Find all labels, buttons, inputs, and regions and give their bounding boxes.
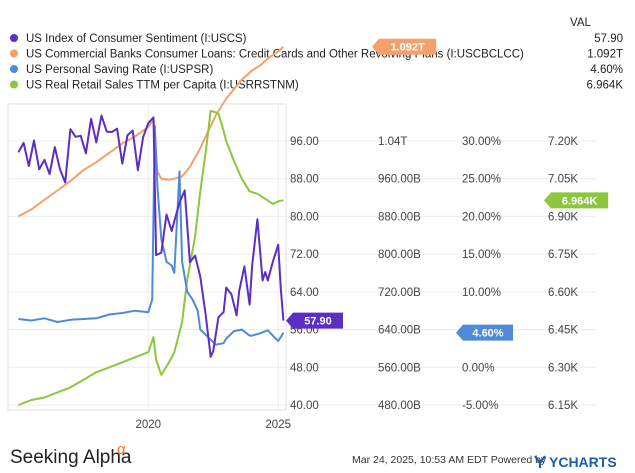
- y-tick-label: 6.45K: [548, 325, 578, 337]
- legend-value: 1.092T: [587, 49, 623, 61]
- value-tag-label: 1.092T: [390, 42, 425, 54]
- value-tag-label: 6.964K: [562, 195, 598, 207]
- y-tick-label: 30.00%: [462, 136, 501, 148]
- legend-label: US Real Retail Sales TTM per Capita (I:U…: [26, 80, 299, 92]
- y-tick-label: -5.00%: [462, 400, 498, 412]
- legend: VAL US Index of Consumer Sentiment (I:US…: [10, 17, 623, 92]
- y-tick-label: 6.90K: [548, 211, 578, 223]
- seeking-alpha-mark: α: [117, 441, 126, 458]
- y-tick-label: 25.00%: [462, 174, 501, 186]
- value-tag-uspsr: 4.60%: [456, 324, 513, 341]
- y-tick-label: 880.00B: [378, 211, 421, 223]
- y-tick-label: 720.00B: [378, 287, 421, 299]
- y-tick-label: 7.20K: [548, 136, 578, 148]
- series-line-uspsr: [18, 124, 285, 346]
- x-axis: 2020 2025: [136, 419, 292, 431]
- value-tag-bg: [372, 38, 437, 55]
- y-axes: 96.0088.0080.0072.0064.0056.0048.0040.00…: [290, 136, 578, 412]
- series-layer: [17, 45, 285, 406]
- y-tick-label: 480.00B: [378, 400, 421, 412]
- series-line-uscblcc: [17, 45, 285, 218]
- legend-value: 57.90: [594, 33, 623, 45]
- value-tag-label: 57.90: [304, 316, 332, 328]
- value-tag-uscs: 57.90: [286, 312, 343, 329]
- y-tick-label: 560.00B: [378, 362, 421, 374]
- legend-header-val: VAL: [570, 17, 591, 29]
- y-tick-label: 7.05K: [548, 174, 578, 186]
- y-tick-label: 96.00: [290, 136, 319, 148]
- plot-area: [7, 103, 287, 411]
- y-tick-label: 1.04T: [378, 136, 407, 148]
- value-tag-bg: [286, 312, 343, 329]
- legend-swatch: [10, 34, 18, 42]
- value-tags: 57.90 1.092T 4.60% 6.964K: [286, 38, 609, 341]
- legend-label: US Personal Saving Rate (I:USPSR): [26, 64, 213, 76]
- y-tick-label: 640.00B: [378, 325, 421, 337]
- ycharts-wordmark: YCHARTS: [549, 454, 617, 470]
- y-tick-label: 80.00: [290, 211, 319, 223]
- seeking-alpha-logo: Seeking Alpha: [10, 447, 132, 468]
- y-tick-label: 15.00%: [462, 249, 501, 261]
- y-axis-a3: 30.00%25.00%20.00%15.00%10.00%5.00%0.00%…: [462, 136, 501, 412]
- value-tag-uscblcc: 1.092T: [372, 38, 437, 55]
- legend-value: 4.60%: [590, 64, 623, 76]
- y-tick-label: 6.75K: [548, 249, 578, 261]
- y-tick-label: 10.00%: [462, 287, 501, 299]
- legend-swatch: [10, 65, 18, 73]
- value-tag-bg: [456, 324, 513, 341]
- y-tick-label: 960.00B: [378, 174, 421, 186]
- y-tick-label: 6.15K: [548, 400, 578, 412]
- y-tick-label: 72.00: [290, 249, 319, 261]
- legend-item-uscs[interactable]: US Index of Consumer Sentiment (I:USCS) 5…: [10, 33, 623, 45]
- y-tick-label: 64.00: [290, 287, 319, 299]
- value-tag-label: 4.60%: [472, 328, 503, 340]
- y-tick-label: 48.00: [290, 362, 319, 374]
- y-tick-label: 88.00: [290, 174, 319, 186]
- legend-item-uscblcc[interactable]: US Commercial Banks Consumer Loans: Cred…: [10, 49, 623, 61]
- ycharts-logo: YCHARTS: [534, 454, 617, 470]
- y-axis-a4: 7.20K 7.05K 6.90K 6.75K 6.60K 6.45K 6.30K 6.15K: [548, 136, 578, 412]
- timestamp: Mar 24, 2025, 10:53 AM EDT Powered by: [352, 454, 547, 466]
- footer: Seeking Alpha α Mar 24, 2025, 10:53 AM E…: [10, 441, 617, 470]
- y-tick-label: 20.00%: [462, 211, 501, 223]
- value-tag-bg: [544, 192, 609, 209]
- x-tick-label: 2025: [265, 419, 291, 431]
- y-tick-label: 40.00: [290, 400, 319, 412]
- y-tick-label: 6.30K: [548, 362, 578, 374]
- legend-label: US Index of Consumer Sentiment (I:USCS): [26, 33, 247, 45]
- series-line-usrrstnm: [18, 109, 284, 406]
- y-tick-label: 800.00B: [378, 249, 421, 261]
- value-tag-usrrstnm: 6.964K: [544, 192, 609, 209]
- y-axis-a2: 1.04T 960.00B 880.00B 800.00B 720.00B 640.00B…: [378, 136, 421, 412]
- y-tick-label: 6.60K: [548, 287, 578, 299]
- legend-item-uspsr[interactable]: US Personal Saving Rate (I:USPSR) 4.60%: [10, 64, 623, 76]
- legend-value: 6.964K: [587, 80, 624, 92]
- y-tick-label: 0.00%: [462, 362, 495, 374]
- legend-item-usrrstnm[interactable]: US Real Retail Sales TTM per Capita (I:U…: [10, 80, 623, 92]
- legend-swatch: [10, 80, 18, 89]
- series-line-uscs: [17, 114, 285, 358]
- legend-swatch: [10, 49, 18, 58]
- x-tick-label: 2020: [136, 419, 162, 431]
